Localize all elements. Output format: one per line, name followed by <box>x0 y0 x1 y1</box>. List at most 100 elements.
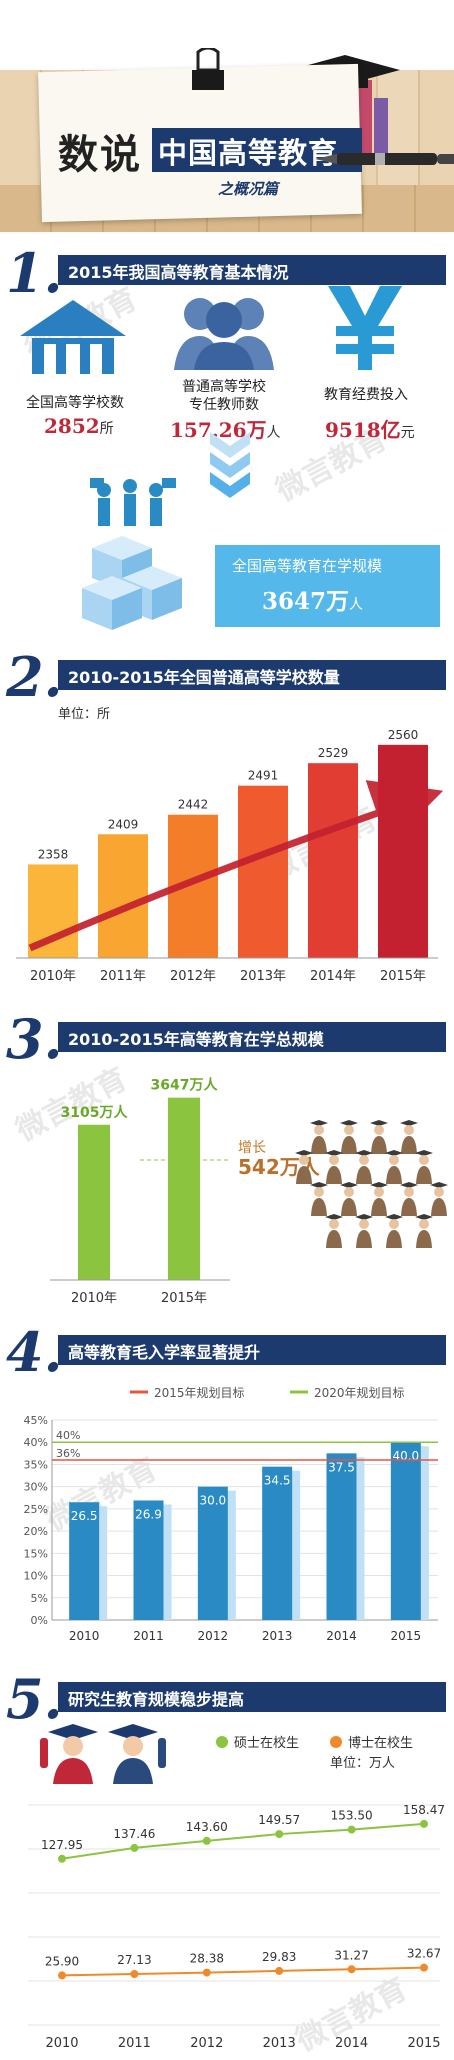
chart1-category-label: 2014年 <box>310 969 356 984</box>
chart4-value-label: 31.27 <box>334 1948 368 1962</box>
chart4-series-line <box>61 1822 425 1860</box>
schools-bar-chart: 单位：所 2358 2010年 2409 2011年 2442 2012年 2491 2013… <box>16 707 444 984</box>
chart2-bar <box>168 1097 200 1280</box>
teachers-label-2: 专任教师数 <box>189 397 259 413</box>
funding-value: 9518亿 <box>325 418 401 442</box>
chart4-category-label: 2010 <box>45 2036 78 2051</box>
graduate-figure <box>385 1150 403 1184</box>
chart1-category-label: 2013年 <box>240 969 286 984</box>
chart4-value-label: 127.95 <box>41 1838 83 1852</box>
graduates-crowd-icon <box>295 1120 448 1248</box>
chart3-value-label: 30.0 <box>199 1494 226 1508</box>
graduate-figure <box>370 1182 388 1216</box>
yen-icon <box>328 286 402 370</box>
section-1-title: 2015年我国高等教育基本情况 <box>68 263 289 282</box>
graduate-figure <box>310 1120 328 1154</box>
title-box <box>152 128 362 172</box>
chart2-category-label: 2015年 <box>161 1291 207 1306</box>
chart1-bar <box>238 785 288 958</box>
graduate-figure <box>325 1150 343 1184</box>
schools-unit: 所 <box>99 421 114 437</box>
chart1-value-label: 2529 <box>318 746 349 760</box>
chart2-bar <box>78 1124 110 1280</box>
schools-value-line: 2852所 <box>44 414 114 438</box>
chart3-bar <box>262 1466 293 1620</box>
chart3-bar <box>69 1502 100 1620</box>
chart1-bar <box>98 834 148 958</box>
chart4-category-label: 2013 <box>263 2036 296 2051</box>
chart4-value-label: 137.46 <box>113 1827 155 1841</box>
chart3-legend-label: 2020年规划目标 <box>314 1385 405 1400</box>
gross-enrollment-chart: 2015年规划目标 2020年规划目标 0% 5% 10% 15% 20% 25% 30% 35… <box>24 1385 438 1643</box>
chart1-category-label: 2011年 <box>100 969 146 984</box>
chart4-value-label: 158.47 <box>403 1803 445 1817</box>
chart3-bar <box>326 1453 357 1620</box>
chart3-value-label: 37.5 <box>328 1460 355 1474</box>
chart1-category-label: 2015年 <box>380 969 426 984</box>
chart3-category-label: 2014 <box>326 1629 357 1643</box>
chart3-y-tick: 30% <box>24 1481 48 1494</box>
chart3-bar <box>390 1442 421 1620</box>
title-prefix: 数说 <box>58 131 142 178</box>
section-1-title-bar: 2015年我国高等教育基本情况 <box>58 255 446 285</box>
students-on-cubes-icon <box>82 478 182 630</box>
section-5-title: 研究生教育规模稳步提高 <box>68 1690 245 1709</box>
chart3-category-label: 2013 <box>262 1629 293 1643</box>
section-3-title: 2010-2015年高等教育在学总规模 <box>68 1030 324 1049</box>
chart3-value-label: 40.0 <box>392 1449 419 1463</box>
scale-label: 全国高等教育在学规模 <box>232 557 383 575</box>
chart4-point <box>420 1963 428 1972</box>
section-5-title-bar: 研究生教育规模稳步提高 <box>58 1682 446 1712</box>
section-1-number: 1. <box>6 241 63 305</box>
chart4-point <box>275 1830 284 1839</box>
scale-value: 3647万 <box>262 588 350 615</box>
section-5-number: 5. <box>6 1667 63 1731</box>
graduate-figure <box>370 1120 388 1154</box>
chart4-point <box>347 1825 356 1834</box>
chart3-legend-label: 2015年规划目标 <box>154 1385 245 1400</box>
section-2-title: 2010-2015年全国普通高等学校数量 <box>68 668 340 687</box>
section-4-number: 4. <box>6 1320 63 1384</box>
teachers-label-1: 普通高等学校 <box>182 379 266 395</box>
chart3-bar <box>197 1486 228 1620</box>
chart3-y-tick: 0% <box>31 1614 48 1627</box>
chart4-point <box>58 1971 66 1980</box>
chart1-value-label: 2491 <box>248 769 279 783</box>
schools-label: 全国高等学校数 <box>26 395 124 411</box>
schools-value: 2852 <box>44 414 100 438</box>
chart3-bar <box>133 1500 164 1620</box>
chart2-value-label: 3105万人 <box>61 1104 129 1121</box>
chart4-point <box>202 1836 211 1845</box>
scale-unit: 人 <box>349 597 364 613</box>
chart1-trend-arrow <box>28 780 444 952</box>
graduate-figure <box>415 1214 433 1248</box>
chart1-value-label: 2442 <box>178 798 209 812</box>
graduate-figure <box>325 1214 343 1248</box>
chart4-point <box>347 1965 356 1974</box>
binder-clip-icon <box>192 48 224 90</box>
pen-icon <box>315 153 454 165</box>
chart3-y-tick: 40% <box>24 1436 48 1449</box>
chart3-category-label: 2015 <box>391 1629 422 1643</box>
chart2-category-label: 2010年 <box>71 1291 117 1306</box>
graduate-figure <box>400 1120 418 1154</box>
increase-label: 增长 <box>238 1140 266 1156</box>
section-2-title-bar: 2010-2015年全国普通高等学校数量 <box>58 660 446 690</box>
chart3-y-tick: 5% <box>31 1592 48 1605</box>
chart4-legend-label: 硕士在校生 <box>234 1735 299 1751</box>
chart3-y-tick: 45% <box>24 1414 48 1427</box>
chart1-category-label: 2010年 <box>30 969 76 984</box>
chart4-point <box>420 1819 428 1828</box>
chart3-category-label: 2011 <box>133 1629 164 1643</box>
graduates-icon <box>40 1724 166 1784</box>
chart3-reference-label: 40% <box>56 1429 80 1442</box>
chart3-value-label: 34.5 <box>264 1474 291 1488</box>
graduate-figure <box>340 1120 358 1154</box>
chart1-value-label: 2358 <box>38 847 69 861</box>
chart3-y-tick: 20% <box>24 1525 48 1538</box>
teachers-icon <box>174 298 274 370</box>
chart1-value-label: 2560 <box>388 728 419 742</box>
chart3-category-label: 2010 <box>69 1629 100 1643</box>
